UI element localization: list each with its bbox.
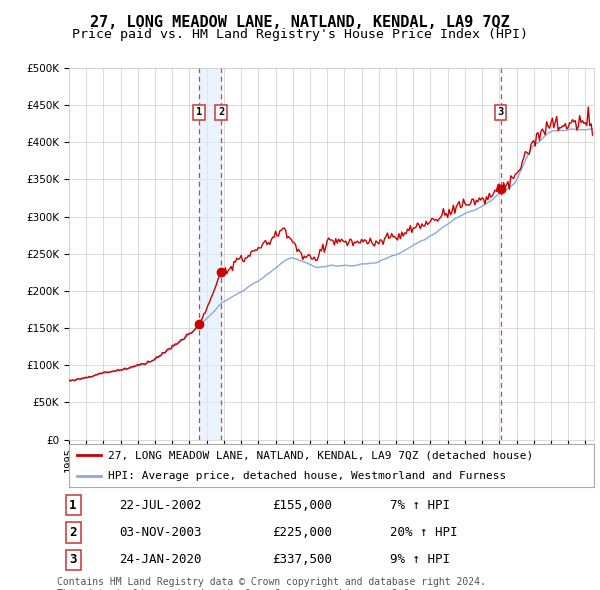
Text: 27, LONG MEADOW LANE, NATLAND, KENDAL, LA9 7QZ (detached house): 27, LONG MEADOW LANE, NATLAND, KENDAL, L… [109,450,533,460]
Bar [199,68,221,440]
Text: 1: 1 [196,107,202,117]
Text: 24-JAN-2020: 24-JAN-2020 [119,553,201,566]
Text: Contains HM Land Registry data © Crown copyright and database right 2024.
This d: Contains HM Land Registry data © Crown c… [57,577,486,590]
Text: £225,000: £225,000 [272,526,332,539]
Text: 7% ↑ HPI: 7% ↑ HPI [390,499,450,512]
Text: 9% ↑ HPI: 9% ↑ HPI [390,553,450,566]
Text: 22-JUL-2002: 22-JUL-2002 [119,499,201,512]
Text: 3: 3 [497,107,503,117]
Text: £155,000: £155,000 [272,499,332,512]
Text: Price paid vs. HM Land Registry's House Price Index (HPI): Price paid vs. HM Land Registry's House … [72,28,528,41]
Text: 20% ↑ HPI: 20% ↑ HPI [390,526,457,539]
Text: 3: 3 [70,553,77,566]
Text: 03-NOV-2003: 03-NOV-2003 [119,526,201,539]
Text: 27, LONG MEADOW LANE, NATLAND, KENDAL, LA9 7QZ: 27, LONG MEADOW LANE, NATLAND, KENDAL, L… [90,15,510,30]
Text: 2: 2 [70,526,77,539]
Text: HPI: Average price, detached house, Westmorland and Furness: HPI: Average price, detached house, West… [109,471,506,481]
Text: £337,500: £337,500 [272,553,332,566]
Text: 1: 1 [70,499,77,512]
Text: 2: 2 [218,107,224,117]
